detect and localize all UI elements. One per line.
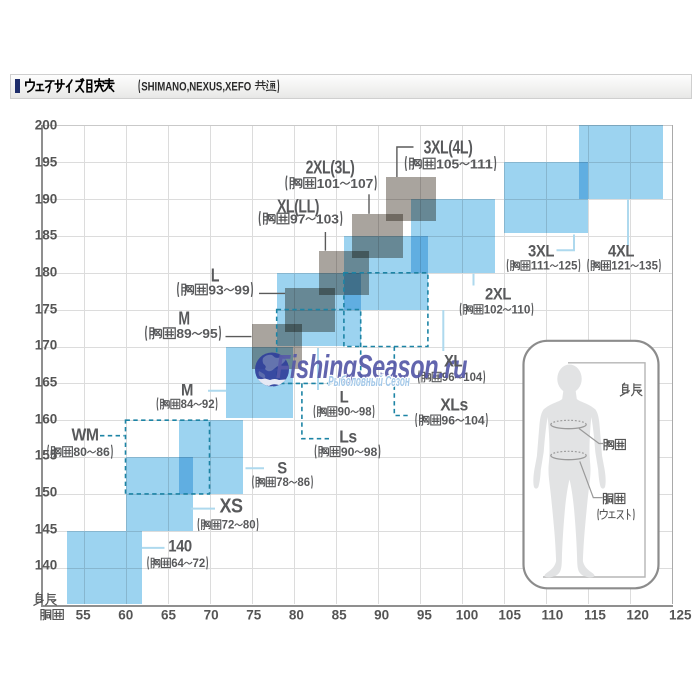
- svg-text:98: 98: [359, 407, 372, 419]
- svg-text:111: 111: [531, 261, 551, 273]
- svg-text:101: 101: [317, 176, 340, 191]
- svg-text:Рыболовный Сезон: Рыболовный Сезон: [328, 372, 410, 389]
- svg-text:90: 90: [338, 407, 351, 419]
- svg-text:93: 93: [208, 282, 223, 297]
- svg-text:90: 90: [341, 445, 355, 459]
- svg-text:135: 135: [639, 261, 659, 273]
- svg-text:105: 105: [436, 156, 459, 171]
- svg-text:72: 72: [193, 558, 206, 570]
- svg-text:104: 104: [464, 413, 485, 427]
- svg-text:86: 86: [96, 445, 110, 459]
- svg-text:121: 121: [611, 261, 631, 273]
- svg-text:110: 110: [511, 304, 530, 316]
- svg-text:95: 95: [202, 326, 217, 341]
- svg-text:103: 103: [316, 211, 339, 226]
- svg-text:80: 80: [243, 520, 256, 532]
- svg-text:SHIMANO,NEXUS,XEFO: SHIMANO,NEXUS,XEFO: [141, 81, 251, 93]
- svg-text:89: 89: [176, 326, 191, 341]
- svg-text:80: 80: [73, 445, 87, 459]
- svg-text:FishingSeason.ru: FishingSeason.ru: [276, 349, 468, 386]
- svg-text:72: 72: [222, 520, 235, 532]
- svg-text:102: 102: [484, 304, 503, 316]
- svg-text:92: 92: [202, 399, 215, 411]
- svg-text:96: 96: [441, 413, 455, 427]
- svg-text:111: 111: [470, 156, 493, 171]
- svg-text:99: 99: [234, 282, 249, 297]
- svg-text:64: 64: [171, 558, 184, 570]
- svg-text:78: 78: [276, 477, 289, 489]
- svg-text:104: 104: [463, 372, 483, 384]
- svg-text:125: 125: [558, 261, 578, 273]
- svg-text:84: 84: [181, 399, 194, 411]
- svg-text:96: 96: [442, 372, 455, 384]
- svg-text:97: 97: [290, 211, 305, 226]
- svg-text:107: 107: [350, 176, 373, 191]
- svg-text:86: 86: [297, 477, 310, 489]
- svg-text:98: 98: [364, 445, 378, 459]
